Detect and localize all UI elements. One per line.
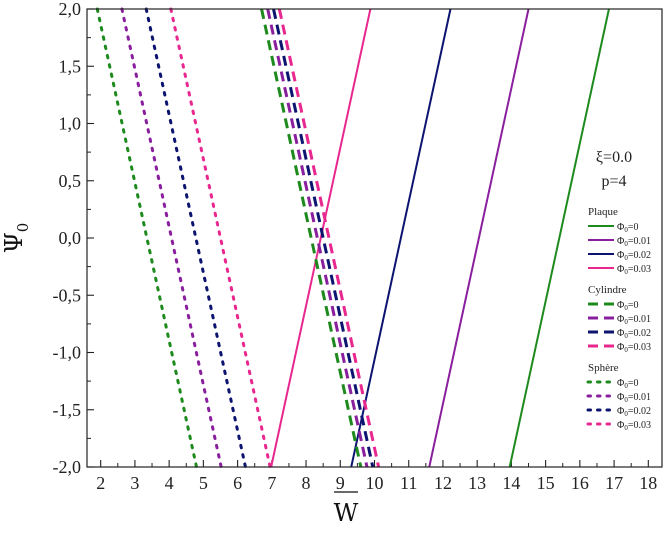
x-tick-label: 6	[233, 473, 242, 493]
series-sphere-phi-0-03	[169, 7, 272, 469]
x-tick-label: 5	[199, 473, 208, 493]
legend-group-title: Plaque	[588, 206, 618, 218]
x-tick-label: 2	[96, 473, 105, 493]
x-tick-label: 9	[336, 473, 345, 493]
legend-entry-label: Φ0=0.01	[617, 392, 651, 404]
y-tick-label: 0,5	[59, 171, 82, 191]
y-tick-label: -1,5	[53, 400, 82, 420]
y-tick-label: 1,0	[59, 114, 82, 134]
legend-entry-label: Φ0=0.03	[617, 342, 651, 354]
x-tick-label: 10	[366, 473, 384, 493]
series-plaque-phi-0-01	[428, 8, 530, 468]
x-tick-label: 13	[468, 473, 486, 493]
legend-entry-label: Φ0=0.02	[617, 328, 651, 340]
x-tick-label: 3	[130, 473, 139, 493]
legend-entry-label: Φ0=0.03	[617, 264, 651, 276]
x-axis-title: W	[334, 491, 359, 527]
legend-entry-label: Φ0=0	[617, 378, 638, 390]
y-tick-labels: -2,0 -1,5 -1,0 -0,5 0,0 0,5 1,0 1,5 2,0	[53, 0, 82, 477]
x-tick-label: 8	[302, 473, 311, 493]
x-tick-label: 15	[537, 473, 555, 493]
x-tick-label: 7	[267, 473, 276, 493]
series-plaque-phi-0-03	[270, 8, 372, 468]
tick-marks	[87, 8, 649, 468]
legend-entry-label: Φ0=0.02	[617, 250, 651, 262]
x-axis-label: W	[334, 499, 359, 527]
y-tick-label: -1,0	[53, 343, 82, 363]
legend-entry-label: Φ0=0.01	[617, 236, 651, 248]
legend-entry-label: Φ0=0.02	[617, 406, 651, 418]
y-axis-label: Ψ	[0, 232, 28, 253]
y-tick-label: 1,5	[59, 56, 82, 76]
legend-entry-label: Φ0=0	[617, 222, 638, 234]
y-tick-label: -2,0	[53, 457, 82, 477]
series-cylindre-phi-0-02	[272, 8, 375, 468]
series-cylindre-phi-0-03	[277, 8, 381, 468]
series-sphere-phi-0-01	[120, 7, 223, 469]
x-tick-label: 17	[605, 473, 623, 493]
y-tick-label: 2,0	[59, 0, 82, 19]
legend-entry-label: Φ0=0.01	[617, 314, 651, 326]
x-tick-label: 12	[434, 473, 452, 493]
plot-series	[95, 7, 610, 469]
series-cylindre-phi-0	[260, 8, 363, 468]
series-plaque-phi-0-02	[350, 8, 452, 468]
y-axis-title: Ψ0	[0, 223, 32, 254]
series-plaque-phi-0	[508, 8, 610, 468]
x-tick-label: 16	[571, 473, 589, 493]
plot-frame	[86, 8, 663, 468]
x-tick-label: 18	[639, 473, 657, 493]
annotation-xi: ξ=0.0	[596, 149, 632, 166]
series-cylindre-phi-0-01	[266, 8, 369, 468]
y-axis-label-subscript: 0	[14, 223, 32, 233]
legend-entry-label: Φ0=0	[617, 300, 638, 312]
x-tick-label: 11	[400, 473, 417, 493]
legend: Plaque Φ0=0 Φ0=0.01 Φ0=0.02 Φ0=0.03 Cylindre Φ…	[586, 206, 651, 432]
legend-group-title: Sphère	[588, 362, 619, 374]
x-tick-labels: 2 3 4 5 6 7 8 9 10 11 12 13 14 15 16 17 18	[96, 473, 657, 493]
annotation-p: p=4	[601, 173, 626, 190]
y-tick-label: -0,5	[53, 285, 82, 305]
series-sphere-phi-0-02	[144, 7, 247, 469]
legend-group-title: Cylindre	[588, 284, 627, 296]
legend-entry-label: Φ0=0.03	[617, 420, 651, 432]
x-tick-label: 4	[165, 473, 174, 493]
y-tick-label: 0,0	[59, 228, 82, 248]
svg-text:Ψ0: Ψ0	[0, 223, 32, 254]
series-sphere-phi-0	[95, 7, 199, 469]
x-tick-label: 14	[502, 473, 520, 493]
